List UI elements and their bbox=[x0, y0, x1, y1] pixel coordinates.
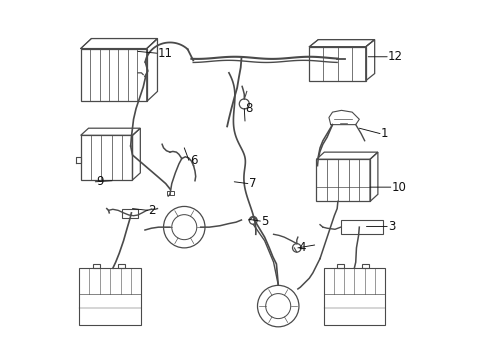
Bar bbox=[79, 268, 142, 325]
Bar bbox=[323, 268, 385, 325]
Bar bbox=[81, 49, 147, 102]
Bar bbox=[337, 264, 344, 268]
Text: 11: 11 bbox=[157, 47, 172, 60]
Bar bbox=[309, 47, 366, 81]
Bar bbox=[317, 159, 370, 202]
Bar bbox=[167, 191, 173, 195]
Bar bbox=[362, 264, 369, 268]
Text: 7: 7 bbox=[248, 177, 256, 190]
Text: 6: 6 bbox=[190, 154, 197, 167]
Text: 9: 9 bbox=[96, 175, 103, 188]
Bar bbox=[118, 264, 125, 268]
Text: 12: 12 bbox=[388, 50, 403, 63]
Text: 3: 3 bbox=[388, 220, 395, 233]
Text: 8: 8 bbox=[245, 102, 252, 115]
Text: 1: 1 bbox=[381, 127, 388, 140]
Text: 10: 10 bbox=[392, 181, 406, 194]
Bar bbox=[341, 220, 383, 234]
Text: 4: 4 bbox=[298, 241, 306, 255]
Bar bbox=[81, 135, 132, 180]
Text: 2: 2 bbox=[148, 204, 156, 217]
Bar bbox=[93, 264, 100, 268]
Text: 5: 5 bbox=[261, 215, 269, 228]
Bar bbox=[122, 208, 138, 217]
